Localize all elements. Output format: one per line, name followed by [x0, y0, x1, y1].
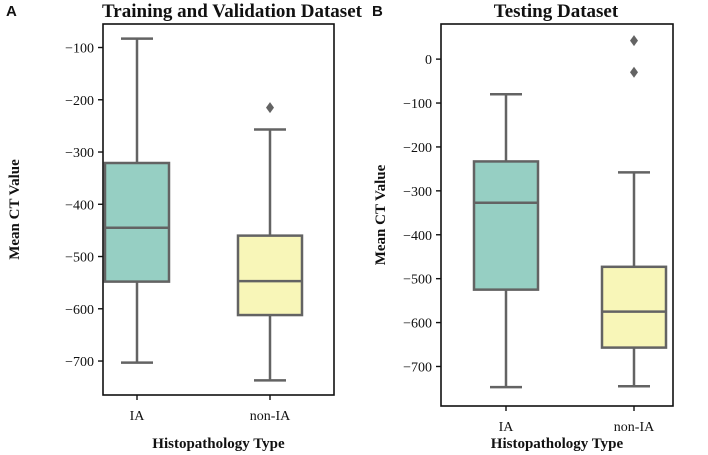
panel-a-label: A	[6, 3, 17, 20]
outlier-point	[630, 66, 638, 78]
iqr-box	[600, 265, 668, 349]
panel-b-x-axis-label: Histopathology Type	[491, 436, 624, 452]
y-tick-label: −200	[65, 94, 94, 109]
panel-a-y-axis-label: Mean CT Value	[7, 159, 23, 260]
x-tick-label: IA	[130, 409, 146, 424]
box-non-IA	[600, 35, 668, 388]
y-tick-label: −400	[65, 198, 94, 213]
panel-b: B Testing Dataset 0 −100 −200 −300 −400 −500 −60…	[372, 1, 674, 452]
box-non-IA	[236, 102, 304, 382]
y-tick-label: −100	[65, 42, 94, 57]
iqr-box	[472, 160, 540, 291]
panel-b-axes-frame	[440, 23, 674, 407]
y-tick-label: −300	[403, 185, 432, 200]
x-tick-label: IA	[499, 420, 515, 435]
panel-b-y-axis-label: Mean CT Value	[373, 164, 389, 265]
y-tick-label: −700	[65, 355, 94, 370]
panel-a-x-axis-label: Histopathology Type	[152, 436, 285, 452]
panel-a: A Training and Validation Dataset −100 −200…	[6, 1, 363, 452]
iqr-box	[103, 161, 171, 283]
y-tick-label: −500	[65, 251, 94, 266]
x-tick-label: non-IA	[614, 420, 655, 435]
box-IA	[472, 93, 540, 389]
outlier-point	[266, 102, 274, 114]
y-tick-label: −500	[403, 273, 432, 288]
iqr-box	[236, 234, 304, 317]
y-tick-label: −700	[403, 360, 432, 375]
y-tick-label: −400	[403, 229, 432, 244]
y-tick-label: −600	[403, 317, 432, 332]
panel-a-axes-frame	[102, 23, 335, 396]
y-tick-label: −600	[65, 303, 94, 318]
y-tick-label: −200	[403, 141, 432, 156]
y-tick-label: −300	[65, 146, 94, 161]
panel-b-title: Testing Dataset	[494, 1, 619, 22]
y-tick-label: −100	[403, 97, 432, 112]
outlier-point	[630, 35, 638, 47]
panel-b-label: B	[372, 3, 383, 20]
y-tick-label: 0	[425, 53, 432, 68]
panel-a-title: Training and Validation Dataset	[102, 1, 363, 22]
x-tick-label: non-IA	[250, 409, 291, 424]
box-IA	[103, 37, 171, 364]
